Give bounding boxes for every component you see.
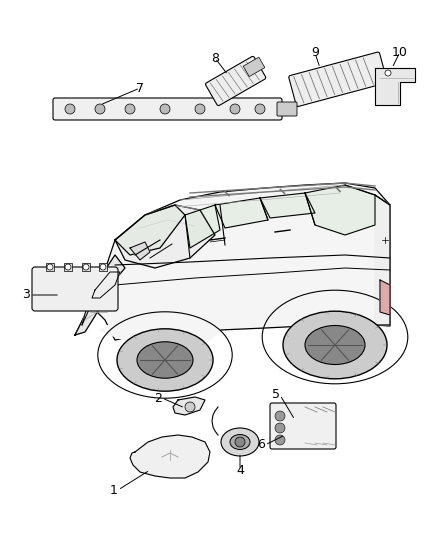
Polygon shape: [215, 198, 268, 228]
Polygon shape: [75, 255, 125, 335]
Bar: [243, 57, 265, 77]
Polygon shape: [375, 68, 415, 105]
FancyBboxPatch shape: [277, 102, 297, 116]
Polygon shape: [130, 242, 150, 260]
Text: 3: 3: [22, 288, 30, 302]
Polygon shape: [185, 205, 220, 248]
Circle shape: [235, 437, 245, 447]
Circle shape: [255, 104, 265, 114]
Ellipse shape: [221, 428, 259, 456]
Polygon shape: [100, 308, 220, 350]
Polygon shape: [260, 193, 315, 218]
Ellipse shape: [117, 329, 213, 391]
Polygon shape: [75, 183, 390, 340]
FancyBboxPatch shape: [32, 267, 118, 311]
Circle shape: [83, 264, 89, 270]
Text: 5: 5: [272, 389, 280, 401]
Circle shape: [100, 264, 106, 270]
Polygon shape: [115, 205, 215, 268]
FancyBboxPatch shape: [205, 56, 266, 106]
Circle shape: [185, 402, 195, 412]
Text: 6: 6: [257, 439, 265, 451]
Circle shape: [230, 104, 240, 114]
Bar: [99, 263, 107, 271]
Text: 1: 1: [110, 483, 118, 497]
Text: 9: 9: [311, 46, 319, 60]
Ellipse shape: [283, 311, 387, 379]
Polygon shape: [305, 185, 375, 235]
Ellipse shape: [137, 342, 193, 378]
Polygon shape: [82, 268, 115, 325]
Circle shape: [125, 104, 135, 114]
Circle shape: [65, 264, 71, 270]
Circle shape: [385, 70, 391, 76]
Polygon shape: [173, 397, 205, 415]
FancyBboxPatch shape: [53, 98, 282, 120]
Circle shape: [195, 104, 205, 114]
FancyBboxPatch shape: [270, 403, 336, 449]
Circle shape: [275, 423, 285, 433]
Polygon shape: [92, 272, 120, 298]
Polygon shape: [115, 205, 185, 255]
Circle shape: [275, 411, 285, 421]
Polygon shape: [375, 195, 390, 325]
Text: 10: 10: [392, 45, 408, 59]
Ellipse shape: [305, 326, 365, 365]
Polygon shape: [380, 280, 390, 315]
Text: 2: 2: [154, 392, 162, 405]
Bar: [46, 263, 54, 271]
Ellipse shape: [230, 434, 250, 449]
Bar: [82, 263, 90, 271]
Polygon shape: [130, 435, 210, 478]
Circle shape: [275, 435, 285, 445]
Circle shape: [47, 264, 53, 270]
FancyBboxPatch shape: [289, 52, 387, 107]
Text: 7: 7: [136, 82, 144, 94]
Bar: [64, 263, 72, 271]
Text: 4: 4: [236, 464, 244, 477]
Circle shape: [95, 104, 105, 114]
Circle shape: [65, 104, 75, 114]
Circle shape: [160, 104, 170, 114]
Text: 8: 8: [211, 52, 219, 64]
